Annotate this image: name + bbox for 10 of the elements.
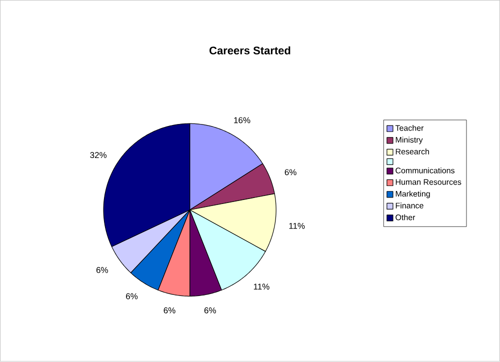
data-label: 11%: [254, 284, 270, 290]
data-label: 6%: [164, 308, 176, 314]
chart-title: Careers Started: [210, 46, 290, 55]
data-label: 11%: [289, 223, 305, 230]
data-label: 32%: [90, 152, 107, 158]
data-label: 16%: [234, 117, 250, 124]
data-label: 6%: [96, 267, 108, 274]
data-label: 6%: [126, 293, 138, 300]
data-label: 6%: [204, 308, 216, 314]
data-label: 6%: [284, 169, 296, 176]
